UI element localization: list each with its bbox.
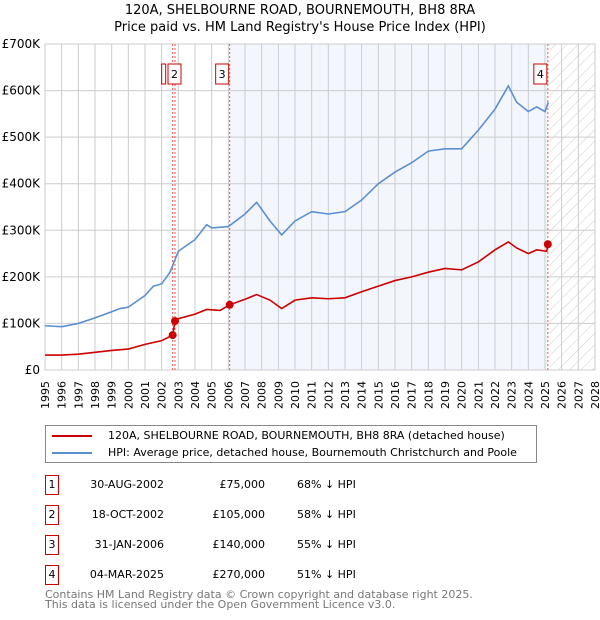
sale-point	[225, 300, 234, 309]
legend-property: 120A, SHELBOURNE ROAD, BOURNEMOUTH, BH8 …	[108, 429, 505, 442]
sale-label-box-1	[161, 63, 167, 85]
sale-price: £140,000	[212, 538, 266, 551]
legend-red-line	[52, 434, 92, 437]
footer-line2: This data is licensed under the Open Gov…	[45, 598, 396, 611]
sale-price: £105,000	[212, 508, 266, 521]
x-tick-label: 2020	[456, 381, 469, 409]
sale-label-box	[533, 63, 548, 85]
sale-number: 1	[45, 475, 59, 495]
x-tick-label: 2002	[156, 381, 169, 409]
x-tick-label: 1997	[72, 381, 85, 409]
x-tick-label: 2010	[289, 381, 302, 409]
hpi-line	[44, 84, 550, 328]
sale-label-box	[167, 63, 182, 85]
x-tick-label: 2005	[206, 381, 219, 409]
sale-date: 18-OCT-2002	[91, 508, 164, 521]
y-tick-label: £700K	[2, 37, 42, 51]
sale-number: 2	[45, 505, 59, 525]
sale-label: 3	[219, 68, 226, 81]
x-tick-label: 2022	[489, 381, 502, 409]
sale-price: £270,000	[212, 568, 266, 581]
x-tick-label: 2023	[506, 381, 519, 409]
forecast-hatch	[549, 44, 595, 370]
y-tick-label: £500K	[2, 130, 42, 144]
sale-row: 2 18-OCT-2002 £105,000 58% ↓ HPI	[45, 505, 545, 525]
price-paid-line	[45, 240, 549, 356]
y-tick-label: £600K	[2, 84, 42, 98]
sale-row: 4 04-MAR-2025 £270,000 51% ↓ HPI	[45, 565, 545, 585]
chart-subtitle: Price paid vs. HM Land Registry's House …	[114, 20, 486, 35]
x-tick-label: 2014	[356, 381, 369, 409]
legend: 120A, SHELBOURNE ROAD, BOURNEMOUTH, BH8 …	[45, 425, 537, 463]
x-tick-label: 2000	[122, 381, 135, 409]
y-tick-label: £200K	[2, 270, 42, 284]
x-tick-label: 2026	[556, 381, 569, 409]
x-tick-label: 2024	[522, 381, 535, 409]
x-tick-label: 2012	[322, 381, 335, 409]
y-tick-label: £400K	[2, 177, 42, 191]
sale-point	[168, 331, 177, 340]
sale-label: 2	[171, 68, 178, 81]
x-tick-label: 2001	[139, 381, 152, 409]
sale-hpi-diff: 58% ↓ HPI	[297, 508, 356, 521]
sale-number: 3	[45, 535, 59, 555]
price-chart: 1995 1996 1997 1998 1999 2000 2001 2002 2003 2004…	[2, 37, 600, 409]
legend-hpi: HPI: Average price, detached house, Bour…	[108, 446, 517, 459]
x-tick-label: 1996	[56, 381, 69, 409]
sale-hpi-diff: 51% ↓ HPI	[297, 568, 356, 581]
sale-price: £75,000	[219, 478, 266, 491]
sale-row: 3 31-JAN-2006 £140,000 55% ↓ HPI	[45, 535, 545, 555]
x-tick-label: 1995	[39, 381, 52, 409]
sale-date: 30-AUG-2002	[90, 478, 164, 491]
footer-line1: Contains HM Land Registry data © Crown c…	[45, 588, 473, 601]
sale-label: 4	[537, 68, 544, 81]
sale-label-box	[215, 63, 230, 85]
x-tick-label: 2021	[472, 381, 485, 409]
x-tick-label: 2011	[306, 381, 319, 409]
x-tick-label: 2018	[422, 381, 435, 409]
x-tick-label: 2028	[589, 381, 600, 409]
x-tick-label: 2007	[239, 381, 252, 409]
x-tick-label: 2019	[439, 381, 452, 409]
x-tick-label: 2006	[222, 381, 235, 409]
x-tick-label: 1998	[89, 381, 102, 409]
shaded-region	[229, 44, 548, 370]
y-tick-label: £100K	[2, 316, 42, 330]
x-tick-label: 2004	[189, 381, 202, 409]
sale-hpi-diff: 55% ↓ HPI	[297, 538, 356, 551]
y-tick-label: £300K	[2, 223, 42, 237]
x-tick-label: 2013	[339, 381, 352, 409]
x-tick-label: 2027	[572, 381, 585, 409]
x-tick-label: 2017	[406, 381, 419, 409]
sale-hpi-diff: 68% ↓ HPI	[297, 478, 356, 491]
x-tick-label: 2025	[539, 381, 552, 409]
chart-title: 120A, SHELBOURNE ROAD, BOURNEMOUTH, BH8 …	[124, 3, 476, 18]
sale-point	[543, 240, 552, 249]
x-tick-label: 2009	[272, 381, 285, 409]
sale-date: 31-JAN-2006	[94, 538, 164, 551]
x-tick-label: 2008	[256, 381, 269, 409]
x-tick-label: 2003	[172, 381, 185, 409]
x-tick-label: 2015	[372, 381, 385, 409]
sale-point	[171, 317, 179, 326]
x-tick-label: 2016	[389, 381, 402, 409]
sale-number: 4	[45, 565, 59, 585]
sale-row: 1 30-AUG-2002 £75,000 68% ↓ HPI	[45, 475, 545, 495]
sale-date: 04-MAR-2025	[89, 568, 164, 581]
y-tick-label: £0	[25, 363, 40, 377]
legend-blue-line	[52, 451, 92, 454]
footer: Contains HM Land Registry data © Crown c…	[45, 588, 473, 611]
x-tick-label: 1999	[106, 381, 119, 409]
plot-frame	[44, 43, 596, 371]
